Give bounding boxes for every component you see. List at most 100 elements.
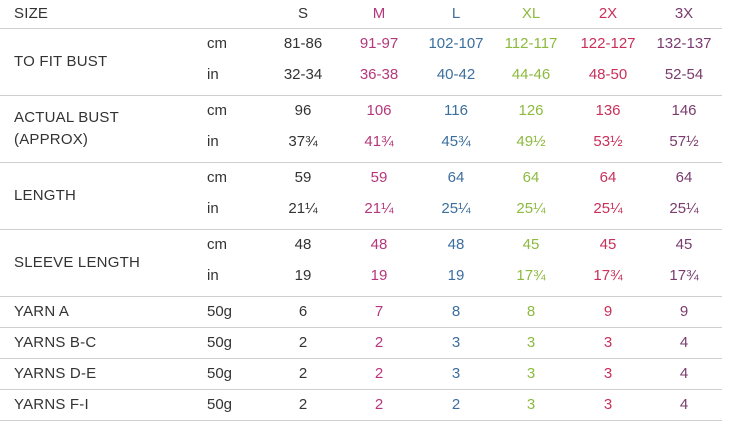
value-cell-2x: 3	[603, 334, 613, 351]
size-header-3x: 3X	[674, 5, 694, 22]
value-cell-l: 2	[451, 396, 461, 413]
value-cell-s: 32-34	[283, 66, 323, 83]
table-row: SLEEVE LENGTH cm 48 48 48 45 45 45 in 19 19 19 17¾ 17…	[0, 230, 722, 297]
value-cell-3x: 17¾	[669, 267, 699, 284]
value-cell-l: 19	[447, 267, 465, 284]
value-cell-s: 2	[298, 396, 308, 413]
value-cell-l: 48	[447, 236, 465, 253]
value-cell-l: 102-107	[428, 35, 484, 52]
size-chart-table: SIZE S M L XL 2X 3X TO FIT BUST cm 81-86 91-97 10…	[0, 0, 722, 421]
header-row: SIZE S M L XL 2X 3X	[0, 0, 722, 29]
value-cell-m: 41¾	[364, 133, 394, 150]
size-header-l: L	[451, 5, 461, 22]
value-cell-l: 45¾	[441, 133, 471, 150]
value-cell-m: 36-38	[359, 66, 399, 83]
value-cell-xl: 3	[526, 365, 536, 382]
size-header-m: M	[372, 5, 386, 22]
value-cell-m: 106	[366, 102, 392, 119]
value-cell-s: 2	[298, 334, 308, 351]
table-row: ACTUAL BUST (APPROX) cm 96 106 116 126 136 146 in…	[0, 96, 722, 163]
value-cell-3x: 146	[671, 102, 697, 119]
value-cell-m: 19	[370, 267, 388, 284]
value-cell-3x: 45	[675, 236, 693, 253]
unit-label: 50g	[207, 334, 233, 351]
unit-label: in	[207, 66, 219, 83]
table-row: YARNS B-C 50g 2 2 3 3 3 4	[0, 328, 722, 359]
value-cell-m: 2	[374, 396, 384, 413]
value-cell-2x: 48-50	[588, 66, 628, 83]
value-cell-2x: 45	[599, 236, 617, 253]
value-cell-2x: 17¾	[593, 267, 623, 284]
value-cell-l: 8	[451, 303, 461, 320]
value-cell-2x: 122-127	[580, 35, 636, 52]
unit-label: 50g	[207, 365, 233, 382]
value-cell-s: 21¼	[288, 200, 318, 217]
value-cell-xl: 44-46	[511, 66, 551, 83]
size-header-2x: 2X	[598, 5, 618, 22]
value-cell-l: 116	[444, 102, 468, 119]
value-cell-3x: 9	[679, 303, 689, 320]
value-cell-l: 3	[451, 334, 461, 351]
table-row: YARNS D-E 50g 2 2 3 3 3 4	[0, 359, 722, 390]
value-cell-xl: 8	[526, 303, 536, 320]
size-header-xl: XL	[521, 5, 541, 22]
value-cell-s: 6	[298, 303, 308, 320]
value-cell-l: 25¼	[441, 200, 471, 217]
value-cell-2x: 9	[603, 303, 613, 320]
value-cell-xl: 112-117	[504, 35, 558, 52]
value-cell-m: 48	[370, 236, 388, 253]
value-cell-3x: 25¼	[669, 200, 699, 217]
value-cell-2x: 53½	[593, 133, 623, 150]
table-row: TO FIT BUST cm 81-86 91-97 102-107 112-117 122…	[0, 29, 722, 96]
value-cell-xl: 25¼	[516, 200, 546, 217]
row-label: SLEEVE LENGTH	[14, 254, 140, 271]
value-cell-xl: 3	[526, 334, 536, 351]
unit-label: 50g	[207, 303, 233, 320]
value-cell-2x: 3	[603, 396, 613, 413]
value-cell-m: 21¼	[364, 200, 394, 217]
row-label: LENGTH	[14, 187, 77, 204]
value-cell-2x: 64	[599, 169, 617, 186]
unit-label: cm	[207, 236, 227, 253]
value-cell-m: 59	[370, 169, 388, 186]
unit-label: in	[207, 133, 219, 150]
value-cell-l: 40-42	[436, 66, 476, 83]
table-row: YARNS F-I 50g 2 2 2 3 3 4	[0, 390, 722, 421]
value-cell-s: 37¾	[288, 133, 318, 150]
unit-label: cm	[207, 169, 227, 186]
size-header-label: SIZE	[14, 5, 49, 22]
value-cell-s: 96	[294, 102, 312, 119]
row-label: YARN A	[14, 303, 70, 320]
value-cell-m: 2	[374, 365, 384, 382]
row-label: (APPROX)	[14, 131, 89, 148]
value-cell-l: 3	[451, 365, 461, 382]
value-cell-2x: 25¼	[593, 200, 623, 217]
value-cell-3x: 4	[679, 334, 689, 351]
value-cell-3x: 4	[679, 396, 689, 413]
value-cell-s: 19	[294, 267, 312, 284]
value-cell-m: 91-97	[359, 35, 399, 52]
unit-label: in	[207, 200, 219, 217]
row-label: TO FIT BUST	[14, 53, 108, 70]
row-label: YARNS F-I	[14, 396, 89, 413]
value-cell-3x: 52-54	[664, 66, 704, 83]
value-cell-xl: 3	[526, 396, 536, 413]
unit-label: cm	[207, 102, 227, 119]
value-cell-3x: 64	[675, 169, 693, 186]
value-cell-m: 2	[374, 334, 384, 351]
value-cell-xl: 126	[518, 102, 544, 119]
value-cell-xl: 64	[522, 169, 540, 186]
size-header-s: S	[297, 5, 308, 22]
value-cell-3x: 4	[679, 365, 689, 382]
value-cell-s: 2	[298, 365, 308, 382]
table-row: YARN A 50g 6 7 8 8 9 9	[0, 297, 722, 328]
unit-label: in	[207, 267, 219, 284]
value-cell-2x: 136	[595, 102, 621, 119]
value-cell-2x: 3	[603, 365, 613, 382]
unit-label: 50g	[207, 396, 233, 413]
value-cell-xl: 45	[522, 236, 540, 253]
value-cell-s: 59	[294, 169, 312, 186]
value-cell-xl: 49½	[516, 133, 546, 150]
value-cell-s: 48	[294, 236, 312, 253]
value-cell-3x: 132-137	[656, 35, 712, 52]
